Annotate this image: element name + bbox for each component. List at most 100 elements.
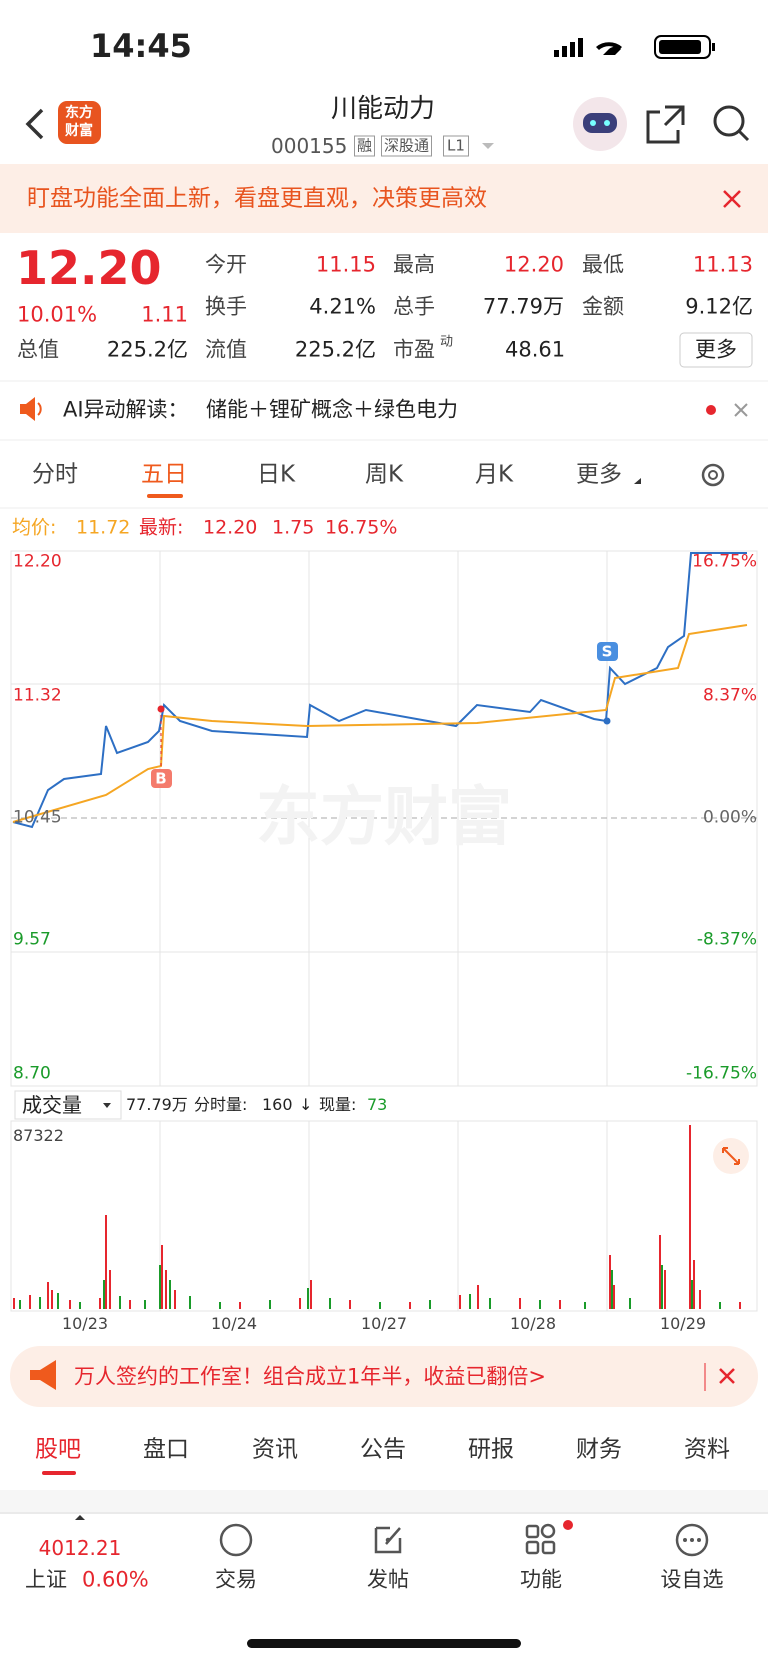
bottom-tab-underline — [42, 1471, 76, 1475]
date-label: 10/27 — [360, 1314, 408, 1333]
sell-marker-bg — [597, 642, 618, 661]
index-name[interactable]: 上证 — [25, 1567, 67, 1592]
field-label: 最高 — [393, 252, 435, 277]
tab-active[interactable]: 五日 — [141, 461, 187, 488]
avg-line — [12, 624, 748, 823]
tab[interactable]: 周K — [364, 461, 404, 488]
last-change-pct: 16.75% — [325, 516, 398, 539]
change: 1.11 — [141, 302, 188, 327]
tab[interactable]: 更多 — [576, 461, 622, 488]
bottom-tab[interactable]: 研报 — [468, 1436, 514, 1463]
stock-title: 川能动力 — [330, 94, 436, 124]
ad-text[interactable]: 万人签约的工作室！组合成立1年半，收益已翻倍> — [74, 1364, 546, 1389]
y-tick-right: -16.75% — [686, 1063, 757, 1084]
field-value: 225.2亿 — [294, 337, 376, 362]
field-value: 48.61 — [505, 337, 566, 362]
volume-selector-label[interactable]: 成交量 — [22, 1093, 82, 1117]
y-tick-right: -8.37% — [696, 929, 757, 950]
bottom-tab-active[interactable]: 股吧 — [35, 1436, 81, 1463]
y-tick-left: 9.57 — [13, 929, 51, 950]
field-label: 换手 — [205, 294, 247, 319]
field-value: 12.20 — [503, 252, 564, 277]
ad-close[interactable] — [719, 1368, 735, 1384]
logo — [58, 101, 101, 144]
ai-close[interactable] — [734, 403, 748, 417]
bottom-tab[interactable]: 资料 — [684, 1436, 730, 1463]
last-value: 12.20 — [203, 516, 258, 539]
field-label: 总值 — [17, 337, 59, 362]
avg-value: 11.72 — [76, 516, 131, 539]
field-label-sup: 动 — [440, 334, 454, 350]
speaker-icon — [20, 397, 35, 421]
y-tick-right: 0.00% — [702, 807, 757, 828]
field-value: 225.2亿 — [106, 337, 188, 362]
share-icon[interactable] — [646, 105, 685, 144]
date-label: 10/28 — [509, 1314, 557, 1333]
ad-bg[interactable] — [10, 1346, 758, 1407]
nav-item[interactable]: 发帖 — [367, 1567, 409, 1592]
chart-grid — [10, 550, 758, 1087]
field-label: 总手 — [393, 294, 435, 319]
sell-marker: S — [601, 642, 613, 661]
volume-selector[interactable] — [14, 1090, 122, 1120]
ai-text[interactable]: 储能＋锂矿概念＋绿色电力 — [206, 397, 458, 422]
status-icons — [554, 35, 715, 59]
field-value: 11.13 — [692, 252, 753, 277]
volume-total: 77.79万 — [126, 1095, 188, 1114]
banner-close[interactable] — [723, 190, 741, 208]
buy-marker-bg — [151, 769, 172, 788]
volume-bars-down — [19, 1265, 721, 1309]
field-label: 金额 — [582, 294, 624, 319]
search-icon[interactable] — [713, 105, 745, 137]
bottom-tab[interactable]: 资讯 — [252, 1436, 298, 1463]
tag: 深股通 — [381, 135, 433, 157]
banner-text[interactable]: 盯盘功能全面上新，看盘更直观，决策更高效 — [27, 185, 487, 212]
y-tick-left: 10.45 — [13, 807, 62, 828]
y-tick-left: 12.20 — [13, 551, 62, 572]
tab[interactable]: 月K — [474, 461, 514, 488]
tab-underline — [147, 494, 183, 498]
y-tick-left: 11.32 — [13, 685, 62, 706]
bottom-tab[interactable]: 盘口 — [143, 1436, 189, 1463]
field-value: 9.12亿 — [685, 294, 753, 319]
nav-item[interactable]: 设自选 — [660, 1567, 724, 1592]
change-pct: 10.01% — [17, 302, 98, 327]
more-button[interactable] — [679, 332, 753, 368]
index-pct[interactable]: 0.60% — [82, 1567, 149, 1592]
volume-arrow: ↓ — [299, 1095, 313, 1114]
last-label: 最新: — [139, 516, 184, 539]
field-label: 流值 — [205, 337, 247, 362]
tab[interactable]: 日K — [256, 461, 296, 488]
tag: 融 — [354, 135, 376, 157]
date-label: 10/24 — [210, 1314, 258, 1333]
volume-now-label: 现量: — [319, 1095, 357, 1114]
index-value[interactable]: 4012.21 — [38, 1536, 122, 1560]
logo-text: 财富 — [65, 123, 93, 139]
field-value: 4.21% — [309, 294, 376, 319]
back-icon[interactable] — [25, 108, 44, 140]
y-tick-left: 8.70 — [13, 1063, 51, 1084]
stock-code: 000155 — [271, 134, 348, 158]
last-change: 1.75 — [272, 516, 315, 539]
volume-max: 87322 — [13, 1126, 64, 1145]
tab[interactable]: 分时 — [32, 461, 78, 488]
date-label: 10/23 — [61, 1314, 109, 1333]
field-value: 77.79万 — [482, 294, 564, 319]
buy-marker: B — [155, 769, 167, 788]
volume-bars-up — [13, 1125, 741, 1309]
tag: L1 — [443, 135, 469, 157]
field-label: 市盈 — [393, 337, 435, 362]
home-indicator — [247, 1639, 521, 1648]
nav-item[interactable]: 交易 — [215, 1567, 257, 1592]
ai-label: AI异动解读： — [63, 397, 189, 422]
bottom-tab[interactable]: 财务 — [576, 1436, 622, 1463]
bottom-tab[interactable]: 公告 — [360, 1436, 406, 1463]
field-label: 最低 — [582, 252, 624, 277]
more-label[interactable]: 更多 — [695, 337, 737, 362]
avg-label: 均价: — [12, 516, 57, 539]
nav-item[interactable]: 功能 — [520, 1567, 562, 1592]
settings-icon[interactable] — [701, 463, 725, 487]
field-label: 今开 — [205, 252, 247, 277]
